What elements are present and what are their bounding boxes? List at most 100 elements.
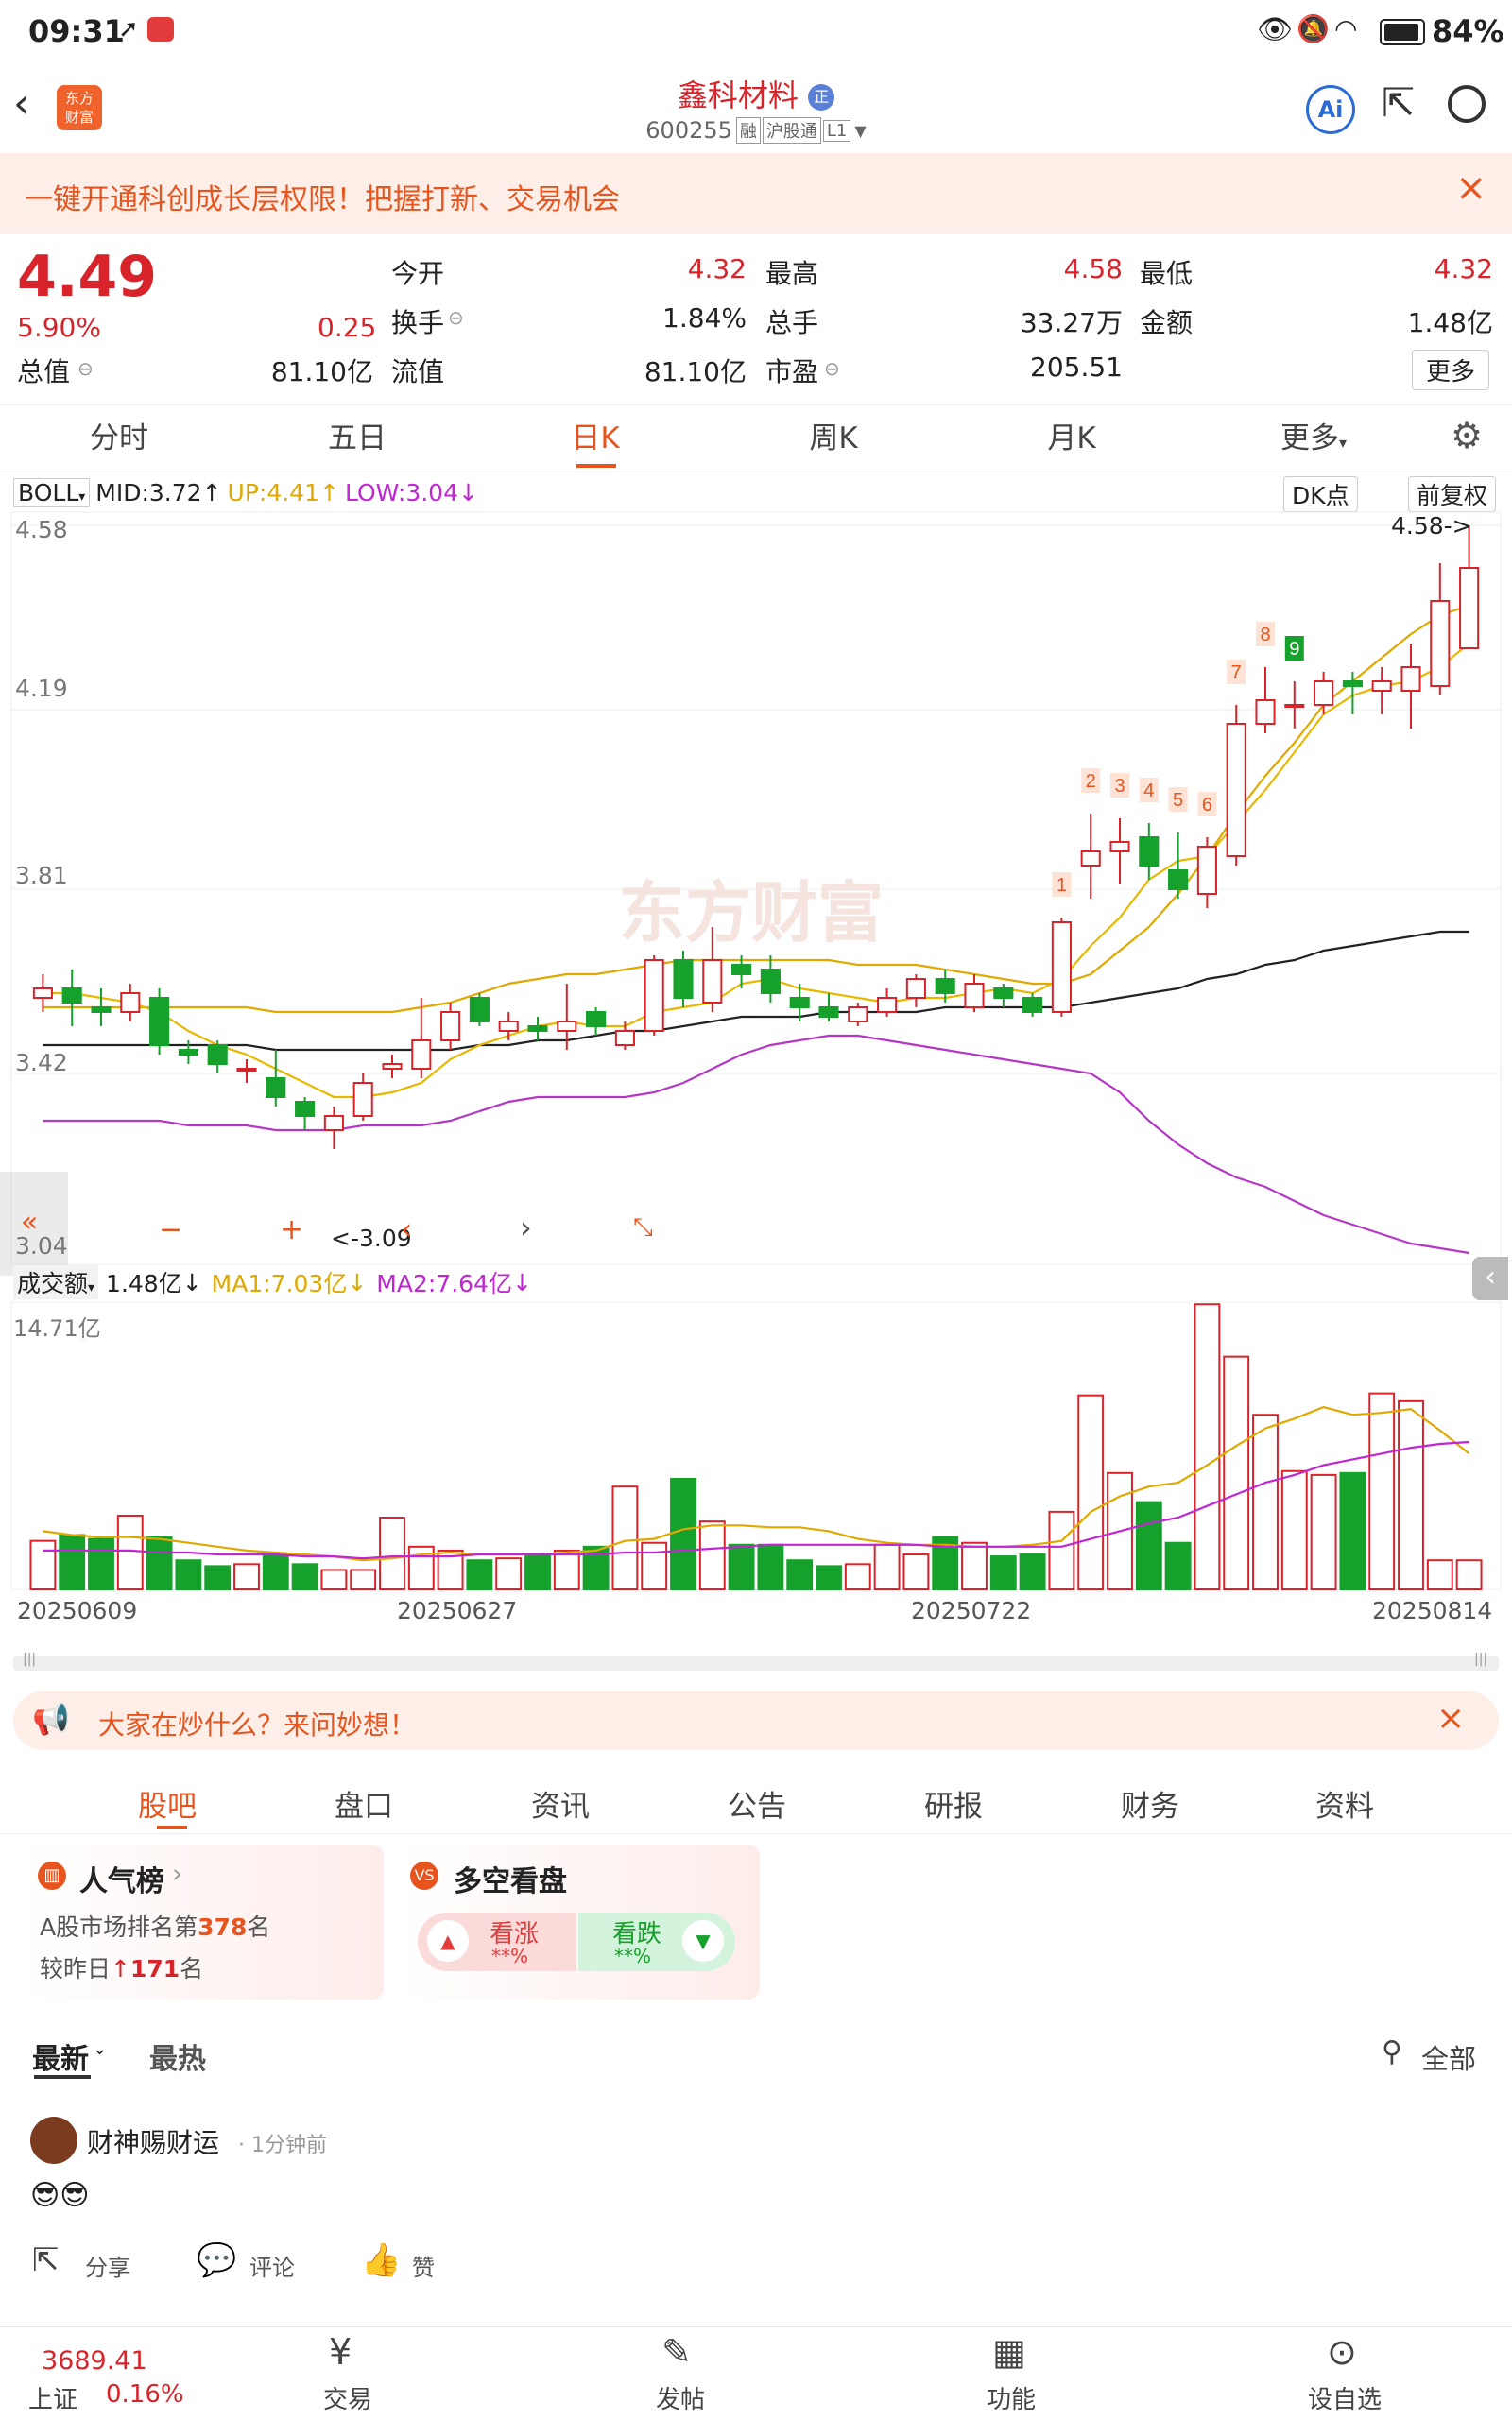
zoom-in-icon[interactable]: + [280, 1213, 304, 1246]
volume-bar [989, 1555, 1017, 1590]
tab-announcements[interactable]: 公告 [728, 1790, 786, 1824]
avatar[interactable] [30, 2117, 77, 2164]
candle-body [61, 987, 82, 1004]
post-item[interactable]: 财神赐财运 · 1分钟前 😎😎 ⇱ 分享 💬 评论 👍 赞 [0, 2103, 1512, 2292]
function-button[interactable]: 功能 [987, 2386, 1037, 2414]
bullish-button[interactable]: ▲ 看涨 **% [418, 1913, 576, 1971]
chart-scrollbar[interactable]: ||| ||| [13, 1652, 1499, 1671]
expand-icon[interactable]: ⤡ [633, 1213, 653, 1242]
candle-body [91, 1006, 112, 1013]
boll-mid: MID:3.72 [95, 478, 202, 506]
comment-button[interactable]: 评论 [249, 2255, 295, 2281]
tab-intraday[interactable]: 分时 [90, 421, 148, 455]
close-icon[interactable]: × [1436, 1699, 1466, 1738]
volume-bar [1048, 1510, 1075, 1591]
stock-code: 600255 [645, 117, 732, 144]
sentiment-title: 多空看盘 [454, 1865, 567, 1898]
share-icon[interactable]: ⇱ [32, 2241, 60, 2279]
float-value: 81.10亿 [644, 356, 747, 387]
tab-research[interactable]: 研报 [924, 1790, 983, 1824]
high-label: 最高 [765, 258, 819, 289]
volume-chart[interactable]: 14.71亿 [0, 1300, 1512, 1593]
sort-latest[interactable]: 最新 [32, 2043, 89, 2076]
index-value[interactable]: 3689.41 [42, 2346, 147, 2376]
scroll-handle-left[interactable]: ||| [23, 1652, 37, 1667]
td-signal-box [1110, 773, 1129, 798]
candle-body [1196, 846, 1217, 895]
tab-news[interactable]: 资讯 [531, 1790, 590, 1824]
stock-code-row[interactable]: 600255 融 沪股通 L1 ▼ [0, 117, 1512, 144]
add-watchlist-button[interactable]: 设自选 [1308, 2386, 1383, 2414]
search-icon[interactable] [1448, 85, 1486, 123]
chart-scroll-left[interactable]: « [0, 1172, 68, 1276]
candle-body [32, 987, 53, 999]
volume-label: 总手 [765, 307, 819, 338]
chevron-left-icon[interactable]: ‹ [401, 1213, 412, 1246]
ask-promo-bar[interactable]: 📢 大家在炒什么？来问妙想！ × [13, 1691, 1499, 1750]
comment-icon[interactable]: 💬 [197, 2241, 237, 2279]
scroll-handle-right[interactable]: ||| [1474, 1652, 1488, 1667]
volume-bar [262, 1553, 289, 1590]
td-signal-number: 5 [1173, 790, 1183, 811]
ask-promo-text: 大家在炒什么？来问妙想！ [98, 1709, 417, 1741]
price-adjust-button[interactable]: 前复权 [1408, 476, 1497, 512]
promo-banner[interactable]: 一键开通科创成长层权限！把握打新、交易机会 × [0, 153, 1512, 234]
tab-forum[interactable]: 股吧 [138, 1790, 197, 1824]
close-icon[interactable]: × [1455, 166, 1487, 210]
popularity-card[interactable]: ▥ 人气榜 › A股市场排名第378名 较昨日↑171名 [25, 1845, 384, 2000]
bearish-button[interactable]: 看跌 **% ▼ [578, 1913, 735, 1971]
post-edit-icon[interactable]: ✎ [662, 2331, 692, 2373]
popularity-title: 人气榜 [79, 1865, 164, 1898]
tab-daily[interactable]: 日K [571, 421, 620, 455]
more-button[interactable]: 更多 [1412, 350, 1490, 390]
tab-financials[interactable]: 财务 [1121, 1790, 1179, 1824]
total-value-label: 总值 [17, 356, 71, 387]
bearish-percent: **% [614, 1945, 652, 1967]
volume-bar [146, 1536, 173, 1590]
candle-body [905, 978, 926, 999]
like-button[interactable]: 赞 [412, 2255, 435, 2281]
like-icon[interactable]: 👍 [361, 2241, 402, 2279]
trade-icon[interactable]: ¥ [329, 2331, 352, 2373]
td-signal: 6 [1197, 792, 1217, 816]
tab-five-day[interactable]: 五日 [328, 421, 387, 455]
tab-profile[interactable]: 资料 [1315, 1790, 1374, 1824]
more-circle-icon[interactable]: ⊙ [1327, 2331, 1357, 2373]
gear-icon[interactable]: ⚙ [1451, 415, 1484, 456]
zoom-out-icon[interactable]: − [159, 1213, 183, 1246]
sort-hot[interactable]: 最热 [149, 2043, 206, 2076]
badge-icon: 正 [808, 84, 835, 111]
volume-bar [59, 1534, 86, 1590]
trade-button[interactable]: 交易 [323, 2386, 373, 2414]
volume-indicator-row: 成交额▾ 1.48亿 ↓ MA1:7.03亿 ↓ MA2:7.64亿 ↓ [13, 1265, 532, 1299]
share-button[interactable]: 分享 [85, 2255, 130, 2281]
volume-indicator-select[interactable]: 成交额▾ [13, 1265, 99, 1299]
indicator-select[interactable]: BOLL▾ [13, 477, 91, 507]
index-change[interactable]: 0.16% [106, 2380, 184, 2409]
filter-icon[interactable]: ⚲ [1382, 2035, 1402, 2068]
post-author[interactable]: 财神赐财运 [87, 2127, 220, 2158]
dk-point-button[interactable]: DK点 [1283, 476, 1358, 512]
volume-bar [29, 1539, 57, 1591]
candle-body [1342, 680, 1363, 687]
promo-banner-text: 一键开通科创成长层权限！把握打新、交易机会 [25, 183, 620, 216]
grid-icon[interactable]: ▦ [992, 2331, 1026, 2373]
side-panel-toggle[interactable]: ‹ [1472, 1257, 1508, 1300]
tab-weekly[interactable]: 周K [809, 421, 858, 455]
post-button[interactable]: 发帖 [656, 2386, 706, 2414]
tab-orderbook[interactable]: 盘口 [335, 1790, 393, 1824]
ai-icon[interactable]: Ai [1306, 85, 1355, 134]
volume-bar [88, 1537, 114, 1591]
candle-body [586, 1011, 607, 1027]
chevron-right-icon[interactable]: › [520, 1210, 532, 1245]
tab-more[interactable]: 更多▾ [1280, 421, 1348, 455]
share-external-icon[interactable]: ⇱ [1382, 79, 1416, 126]
chart-period-tabs: 分时 五日 日K 周K 月K 更多▾ ⚙ [0, 404, 1512, 472]
tab-monthly[interactable]: 月K [1047, 421, 1096, 455]
volume-bar [291, 1563, 318, 1590]
filter-all[interactable]: 全部 [1421, 2043, 1477, 2075]
index-name[interactable]: 上证 [28, 2386, 78, 2414]
back-icon[interactable]: ‹ [13, 79, 30, 128]
volume-bar [670, 1477, 696, 1590]
